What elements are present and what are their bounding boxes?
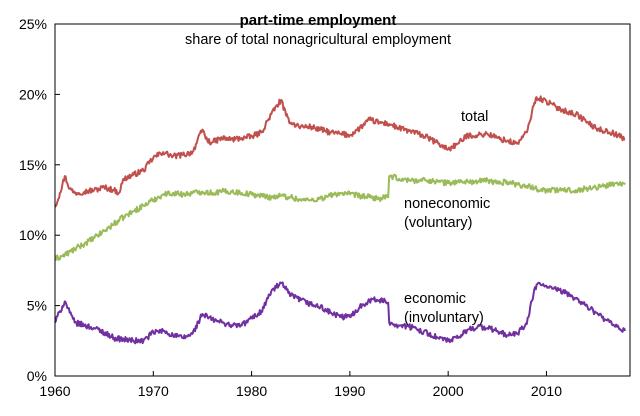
x-tick-label: 1960 [39,383,70,399]
series-label-economic: economic (involuntary) [404,291,484,326]
y-tick-label: 5% [27,298,47,314]
x-tick-label: 2000 [433,383,464,399]
x-tick-label: 1980 [236,383,267,399]
x-tick-label: 2010 [531,383,562,399]
x-tick-label: 1970 [138,383,169,399]
series-labels: total noneconomic (voluntary) economic (invo… [404,109,490,326]
y-tick-label: 0% [27,368,47,384]
series-layer [54,95,627,345]
axes-layer: 0% 5% 10% 15% 20% 25% 1960 1970 1980 1990 2000 2010 [19,16,631,399]
series-line-total [54,95,626,208]
series-label-line: noneconomic [404,196,490,212]
chart-subtitle: share of total nonagricultural employmen… [185,32,451,48]
y-tick-label: 15% [19,157,47,173]
series-label-line: (voluntary) [404,215,473,231]
series-label-line: (involuntary) [404,310,484,326]
series-label-line: economic [404,291,466,307]
series-label-noneconomic: noneconomic (voluntary) [404,196,490,231]
y-tick-label: 10% [19,227,47,243]
series-line-economic [54,281,627,345]
series-line-noneconomic [54,173,626,261]
series-label-total: total [461,109,488,125]
y-tick-label: 20% [19,86,47,102]
chart-title: part-time employment [240,12,397,29]
x-tick-label: 1990 [334,383,365,399]
y-tick-label: 25% [19,16,47,32]
plot-frame [54,23,631,377]
series-label-line: total [461,109,488,125]
